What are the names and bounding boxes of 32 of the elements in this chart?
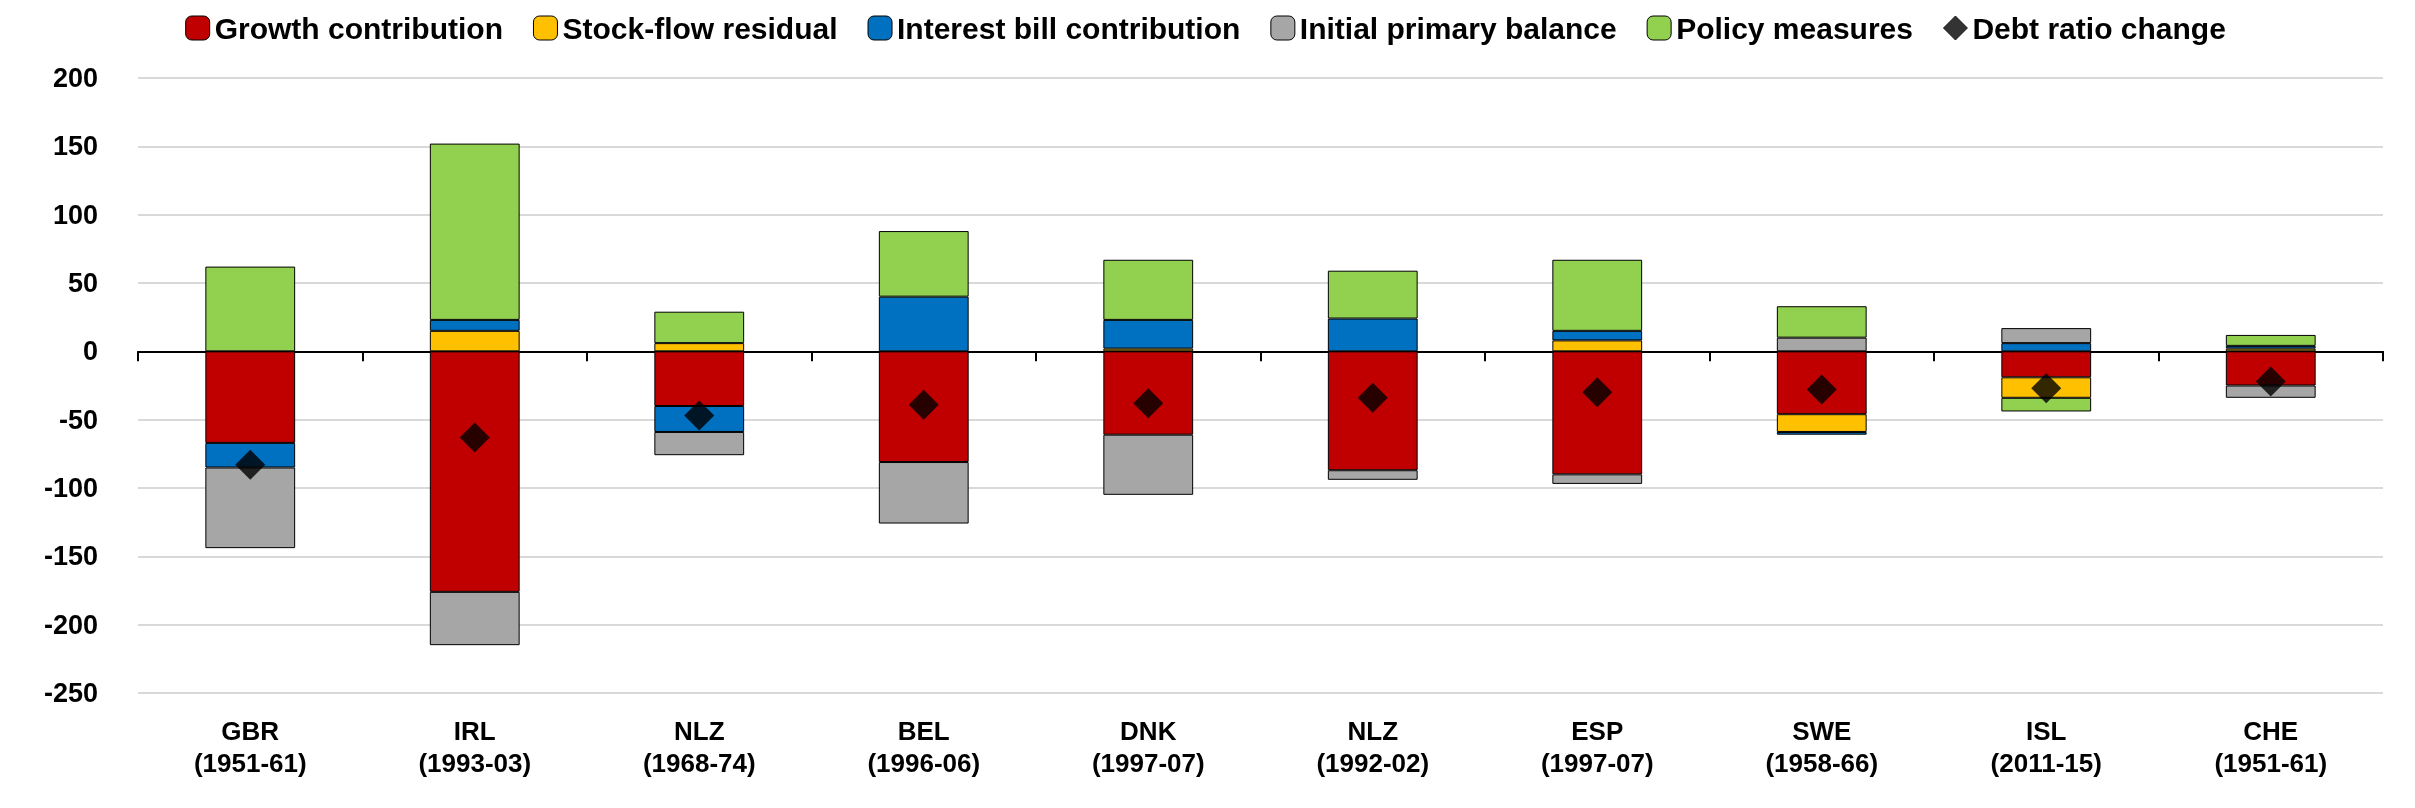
x-tick-label: BEL (1996-06): [867, 716, 981, 778]
y-tick-label: -100: [43, 473, 98, 503]
point: [1582, 377, 1613, 408]
x-tick-label: CHE (1951-61): [2214, 716, 2328, 778]
x-tick-label: ESP (1997-07): [1540, 716, 1654, 778]
legend-label: Policy measures: [1676, 11, 1913, 45]
y-tick-label: 150: [52, 131, 98, 162]
legend-label: Growth contribution: [214, 11, 503, 45]
legend-label: Interest bill contribution: [897, 11, 1241, 45]
point: [459, 422, 490, 453]
y-tick-label: -250: [43, 678, 98, 708]
y-tick-label: 50: [67, 268, 98, 298]
x-tick-label: NLZ (1968-74): [642, 716, 756, 778]
legend-label: Initial primary balance: [1299, 11, 1617, 45]
point: [684, 400, 715, 431]
x-tick-label: SWE (1958-66): [1765, 716, 1879, 778]
x-tick-label: NLZ (1992-02): [1316, 716, 1430, 778]
legend-label: Debt ratio change: [1972, 11, 2226, 45]
point: [235, 449, 266, 480]
x-tick-label: ISL (2011-15): [1990, 716, 2102, 778]
y-tick-label: -50: [58, 404, 98, 435]
y-tick-label: 100: [52, 199, 98, 230]
x-tick-label: GBR (1951-61): [193, 716, 307, 778]
x-tick-label: DNK (1997-07): [1091, 716, 1205, 778]
point: [2031, 373, 2062, 404]
y-tick-label: 0: [82, 336, 98, 367]
bar: [2225, 334, 2316, 346]
y-tick-label: -200: [43, 609, 98, 640]
x-tick-label: IRL (1993-03): [418, 716, 532, 778]
legend-label: Stock-flow residual: [562, 11, 838, 45]
y-tick-label: 200: [52, 63, 98, 93]
y-tick-label: -150: [43, 541, 98, 572]
